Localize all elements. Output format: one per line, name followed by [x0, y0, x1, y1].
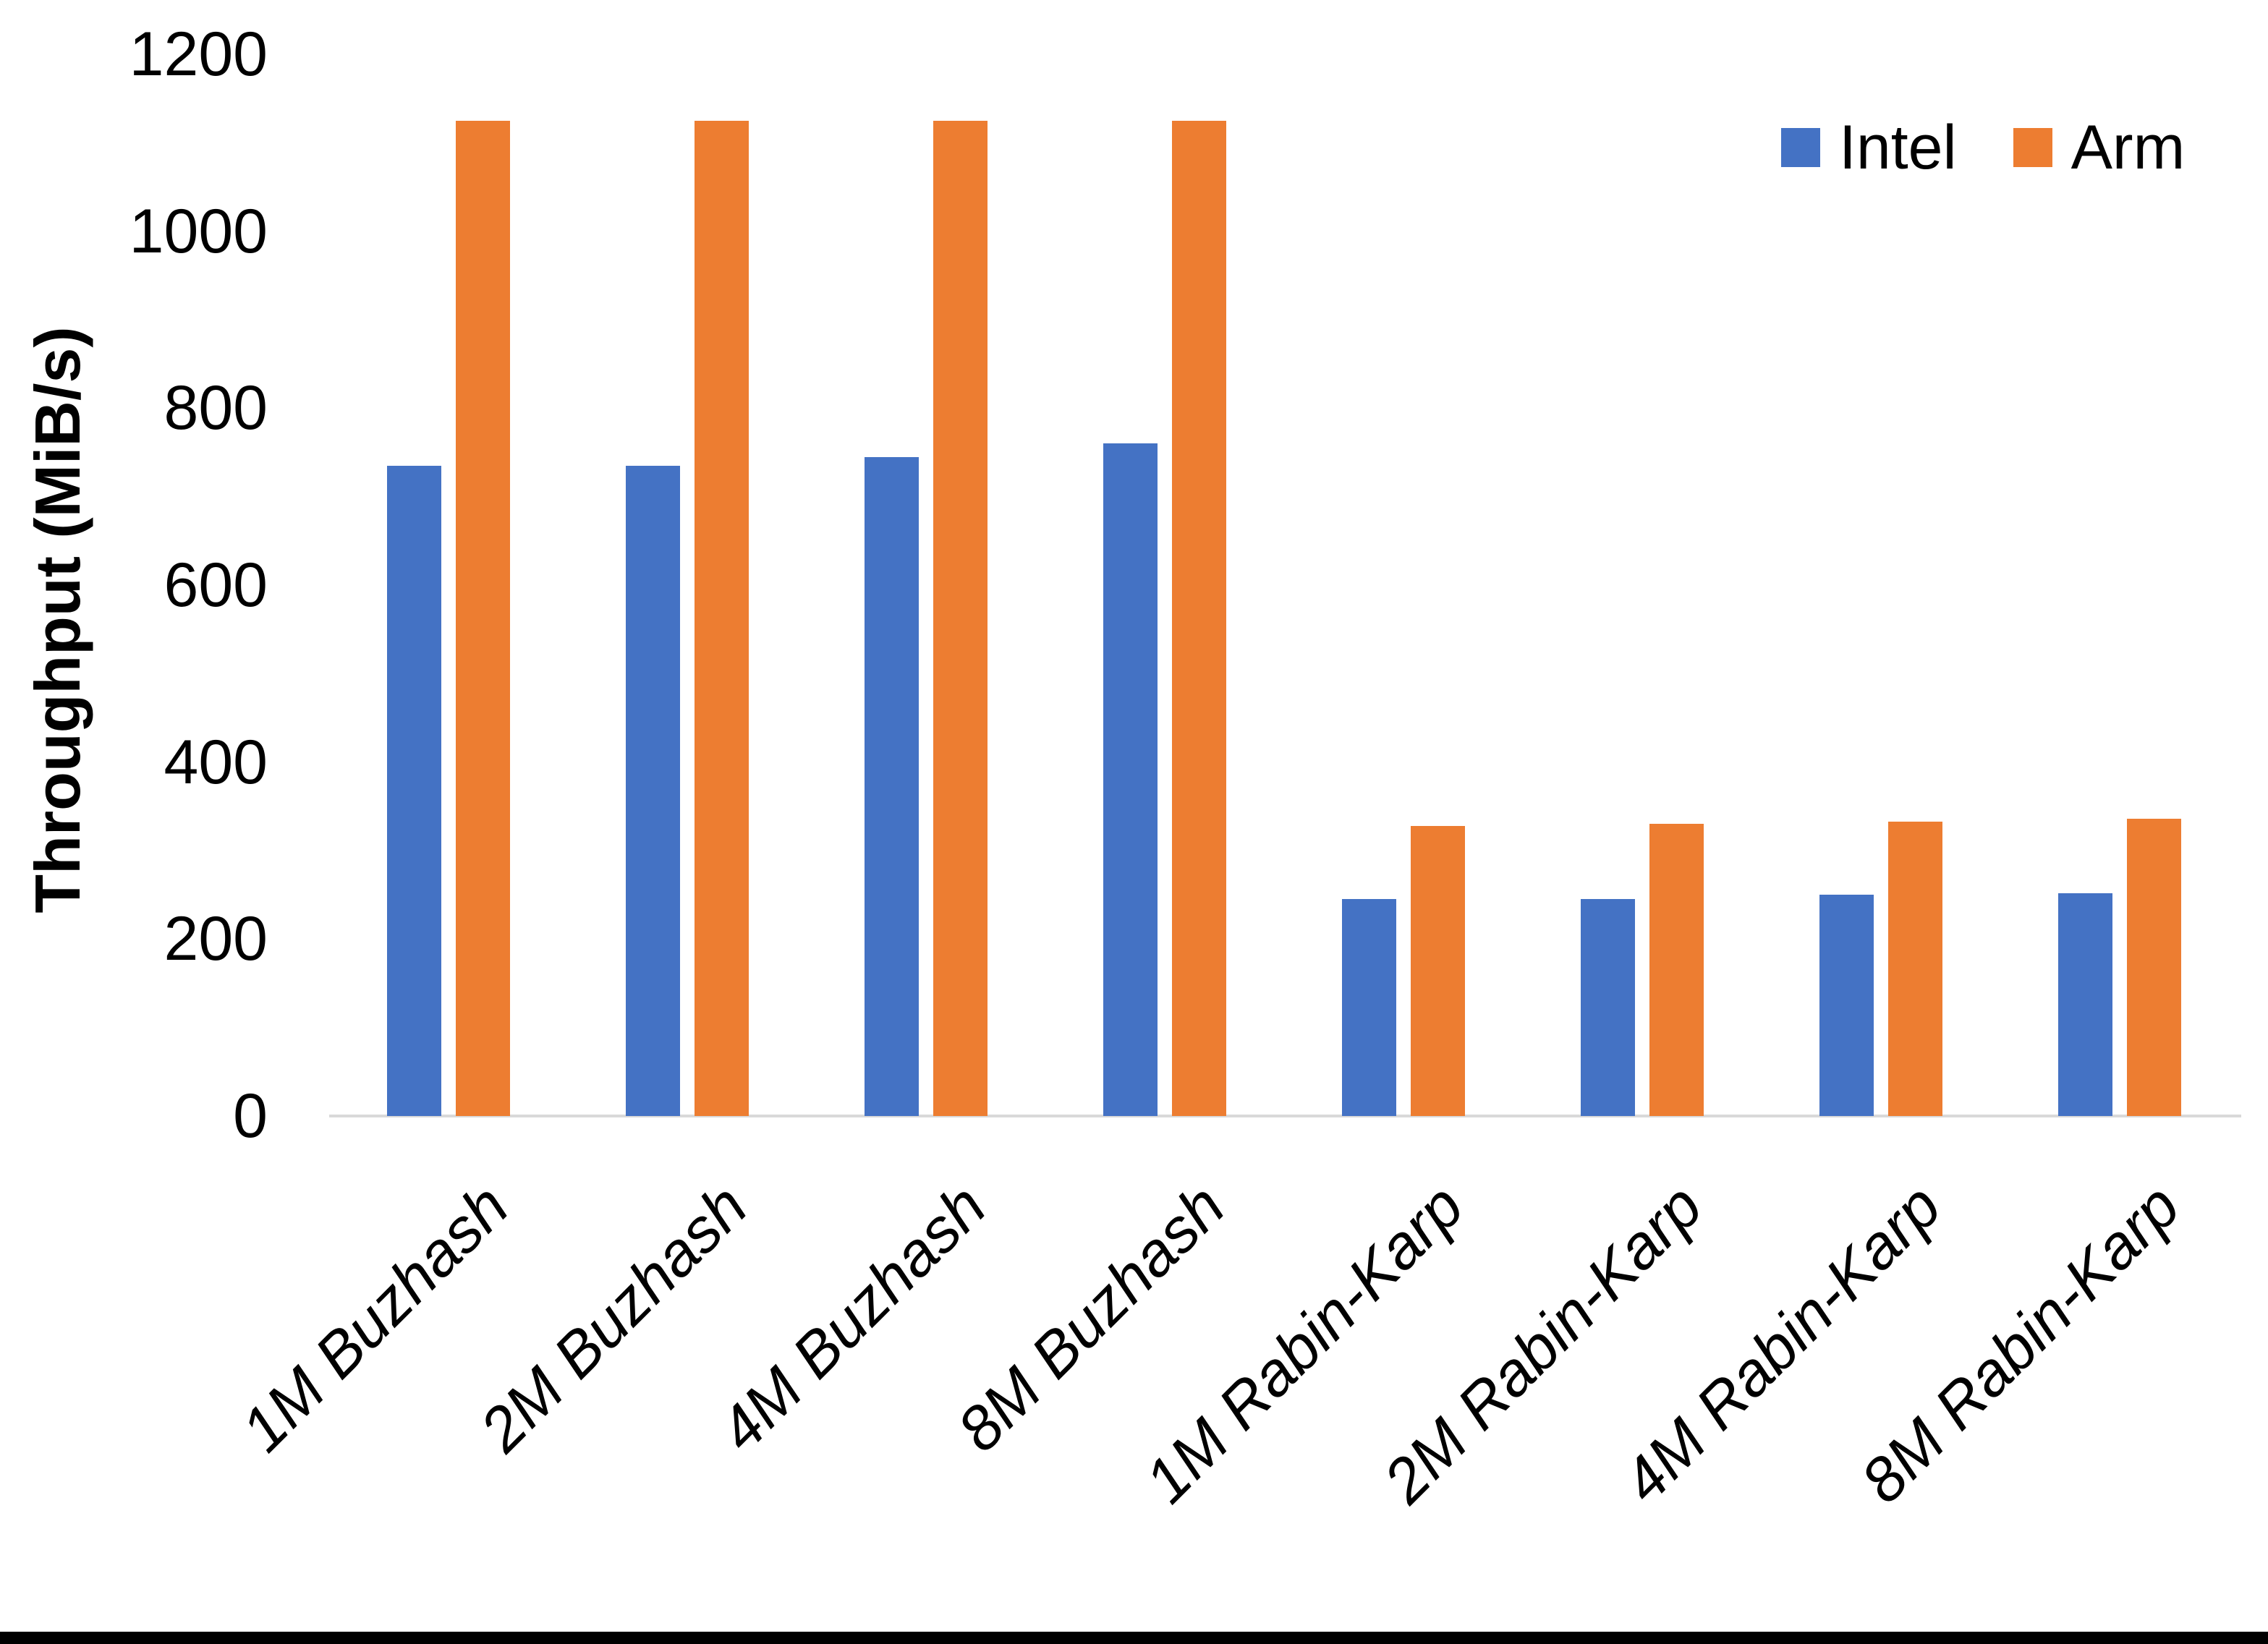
- bar-arm-8: [2127, 818, 2181, 1116]
- y-tick-label-200: 200: [163, 904, 268, 974]
- y-tick-label-0: 0: [233, 1081, 268, 1151]
- bar-intel-2: [626, 465, 680, 1116]
- bar-intel-7: [1819, 895, 1874, 1116]
- legend-swatch-arm: [2013, 128, 2052, 167]
- legend-item-arm: Arm: [2013, 110, 2186, 185]
- legend-label-intel: Intel: [1839, 113, 1957, 182]
- legend-swatch-intel: [1781, 128, 1820, 167]
- bar-arm-2: [695, 120, 749, 1116]
- legend-label-arm: Arm: [2070, 113, 2186, 182]
- bar-arm-6: [1649, 824, 1704, 1116]
- bar-arm-3: [933, 120, 988, 1116]
- y-tick-label-1000: 1000: [129, 196, 268, 266]
- y-tick-label-800: 800: [163, 373, 268, 443]
- y-tick-label-1200: 1200: [129, 20, 268, 90]
- bar-arm-1: [456, 120, 510, 1116]
- bottom-black-border: [0, 1632, 2268, 1644]
- bar-arm-5: [1411, 825, 1465, 1116]
- bar-intel-1: [387, 465, 441, 1116]
- bar-intel-8: [2058, 893, 2112, 1116]
- x-category-label-1: 1M Buzhash: [228, 1171, 522, 1465]
- bar-arm-4: [1172, 120, 1226, 1116]
- y-tick-label-600: 600: [163, 550, 268, 621]
- bar-intel-6: [1581, 899, 1635, 1116]
- x-axis-line: [329, 1115, 2241, 1117]
- bar-intel-4: [1103, 443, 1158, 1116]
- bar-arm-7: [1888, 821, 1942, 1116]
- bar-intel-3: [865, 456, 919, 1116]
- bar-intel-5: [1342, 899, 1396, 1116]
- y-tick-label-400: 400: [163, 727, 268, 797]
- legend-item-intel: Intel: [1781, 110, 1957, 185]
- legend: Intel Arm: [1781, 110, 2185, 185]
